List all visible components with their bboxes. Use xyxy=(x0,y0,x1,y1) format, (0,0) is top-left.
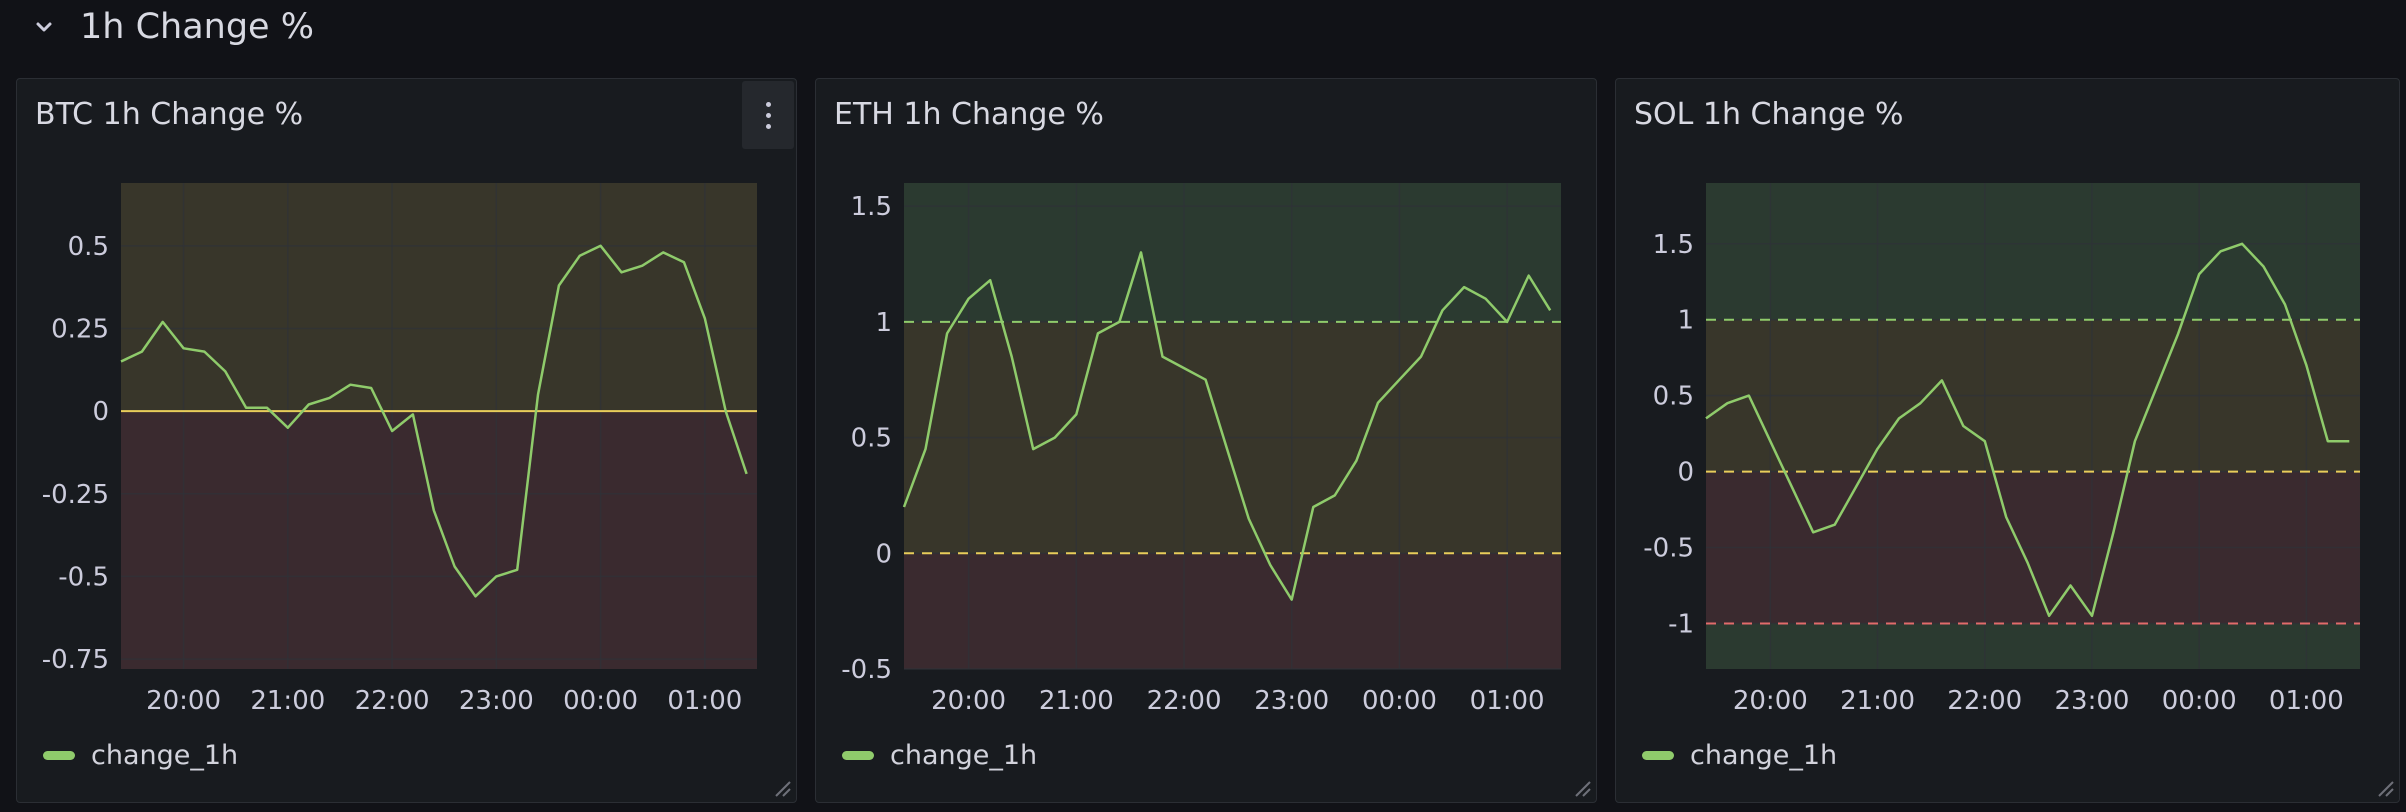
x-tick-label: 00:00 xyxy=(2162,686,2237,716)
x-tick-label: 23:00 xyxy=(459,686,534,716)
panel-title[interactable]: SOL 1h Change % xyxy=(1634,97,1904,132)
x-tick-label: 01:00 xyxy=(1470,686,1545,716)
resize-handle-icon[interactable] xyxy=(772,778,792,798)
y-tick-label: 0 xyxy=(92,397,109,427)
x-tick-label: 23:00 xyxy=(2054,686,2129,716)
x-tick-label: 01:00 xyxy=(667,686,742,716)
panel-btc[interactable]: BTC 1h Change % 0.5 0.25 0 -0.25 -0.5 -0.75 20… xyxy=(16,78,797,803)
x-tick-label: 23:00 xyxy=(1254,686,1329,716)
y-tick-label: -0.25 xyxy=(42,480,109,510)
chart-area: 1.5 1 0.5 0 -0.5 -1 20:00 21:00 22:00 23:00 00:00 0… xyxy=(1643,183,2360,716)
x-tick-label: 01:00 xyxy=(2269,686,2344,716)
legend-swatch xyxy=(1642,750,1674,760)
series-line-change_1h xyxy=(1705,242,2350,618)
x-tick-label: 21:00 xyxy=(250,686,325,716)
x-tick-label: 20:00 xyxy=(146,686,221,716)
panel-eth[interactable]: ETH 1h Change % 1.5 1 0.5 0 -0.5 20:00 21:00 22… xyxy=(815,78,1597,803)
y-tick-label: 1 xyxy=(875,308,892,338)
threshold-zone xyxy=(1706,623,2360,669)
row-header[interactable]: 1h Change % xyxy=(0,0,2406,58)
chart-area: 1.5 1 0.5 0 -0.5 20:00 21:00 22:00 23:00 00:00 01:… xyxy=(841,183,1561,716)
kebab-menu-icon[interactable] xyxy=(742,81,794,149)
x-tick-label: 00:00 xyxy=(563,686,638,716)
y-tick-label: 0.5 xyxy=(851,424,892,454)
y-tick-label: -0.75 xyxy=(42,645,109,675)
series-line-change_1h xyxy=(902,251,1552,601)
y-tick-label: 1.5 xyxy=(851,192,892,222)
y-tick-label: 0.25 xyxy=(51,314,109,344)
legend-label[interactable]: change_1h xyxy=(91,739,239,771)
threshold-zone xyxy=(904,553,1561,669)
y-tick-label: 1.5 xyxy=(1653,230,1694,260)
y-tick-label: 0.5 xyxy=(68,232,109,262)
x-tick-label: 00:00 xyxy=(1362,686,1437,716)
x-tick-label: 22:00 xyxy=(1947,686,2022,716)
legend-swatch xyxy=(43,750,75,760)
threshold-zone xyxy=(904,183,1561,322)
chevron-down-icon[interactable] xyxy=(30,13,58,41)
row-title[interactable]: 1h Change % xyxy=(80,7,314,47)
threshold-zone xyxy=(121,411,757,669)
x-tick-label: 20:00 xyxy=(1733,686,1808,716)
x-tick-label: 21:00 xyxy=(1840,686,1915,716)
x-tick-label: 20:00 xyxy=(931,686,1006,716)
y-tick-label: 0 xyxy=(1677,458,1694,488)
y-tick-label: -0.5 xyxy=(58,562,109,592)
panel-title[interactable]: BTC 1h Change % xyxy=(35,97,304,132)
threshold-zone xyxy=(1706,183,2360,320)
legend[interactable]: change_1h xyxy=(1642,735,1837,775)
legend-label[interactable]: change_1h xyxy=(890,739,1038,771)
y-tick-label: 0.5 xyxy=(1653,382,1694,412)
threshold-zone xyxy=(121,183,757,412)
y-tick-label: 1 xyxy=(1677,306,1694,336)
y-tick-label: -0.5 xyxy=(1643,534,1694,564)
panel-title[interactable]: ETH 1h Change % xyxy=(834,97,1104,132)
legend[interactable]: change_1h xyxy=(842,735,1037,775)
y-tick-label: -0.5 xyxy=(841,655,892,685)
y-tick-label: 0 xyxy=(875,539,892,569)
resize-handle-icon[interactable] xyxy=(2375,778,2395,798)
x-tick-label: 22:00 xyxy=(355,686,430,716)
x-tick-label: 22:00 xyxy=(1147,686,1222,716)
series-line-change_1h xyxy=(120,244,748,598)
resize-handle-icon[interactable] xyxy=(1572,778,1592,798)
legend[interactable]: change_1h xyxy=(43,735,238,775)
legend-label[interactable]: change_1h xyxy=(1690,739,1838,771)
chart-area: 0.5 0.25 0 -0.25 -0.5 -0.75 20:00 21:00 22:00 23:… xyxy=(42,183,757,716)
y-tick-label: -1 xyxy=(1668,609,1694,639)
panel-sol[interactable]: SOL 1h Change % 1.5 1 0.5 0 -0.5 -1 20:00 21:00… xyxy=(1615,78,2400,803)
legend-swatch xyxy=(842,750,874,760)
x-tick-label: 21:00 xyxy=(1039,686,1114,716)
